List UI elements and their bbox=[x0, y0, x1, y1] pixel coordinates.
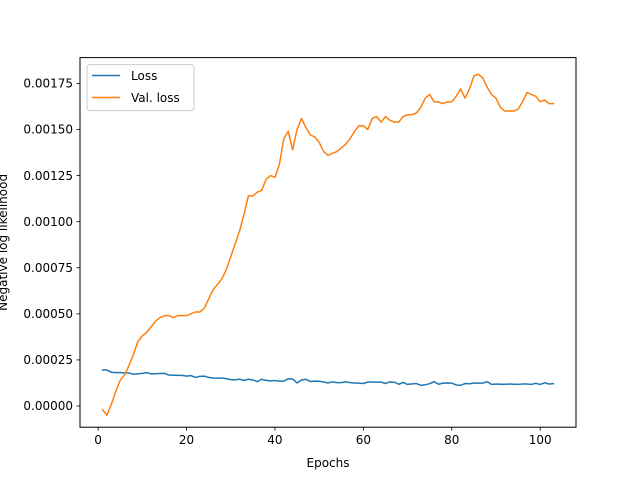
series-layer bbox=[101, 73, 555, 416]
series-line-val-loss bbox=[101, 73, 555, 416]
y-tick-label: 0.00125 bbox=[23, 169, 73, 183]
plot-area-background bbox=[80, 57, 576, 428]
x-tick-label: 100 bbox=[529, 433, 552, 447]
y-tick-label: 0.00000 bbox=[23, 399, 73, 413]
x-axis: 0 20 40 60 80 100 bbox=[94, 427, 552, 447]
legend-label: Val. loss bbox=[131, 91, 180, 105]
y-tick-label: 0.00150 bbox=[23, 123, 73, 137]
y-tick-label: 0.00100 bbox=[23, 215, 73, 229]
x-tick-label: 80 bbox=[444, 433, 459, 447]
x-tick-label: 40 bbox=[267, 433, 282, 447]
y-tick-label: 0.00050 bbox=[23, 307, 73, 321]
x-tick-label: 20 bbox=[179, 433, 194, 447]
legend-label: Loss bbox=[131, 69, 157, 83]
legend: Loss Val. loss bbox=[86, 64, 195, 112]
y-tick-label: 0.00075 bbox=[23, 261, 73, 275]
y-axis: 0.00000 0.00025 0.00050 0.00075 0.00100 0.001… bbox=[23, 77, 80, 413]
x-tick-label: 0 bbox=[94, 433, 102, 447]
plot-frame bbox=[79, 57, 577, 428]
series-line-loss bbox=[101, 369, 555, 387]
x-tick-label: 60 bbox=[356, 433, 371, 447]
x-axis-label: Epochs bbox=[307, 456, 350, 470]
y-tick-label: 0.00025 bbox=[23, 353, 73, 367]
y-tick-label: 0.00175 bbox=[23, 77, 73, 91]
y-axis-label: Negative log likelihood bbox=[0, 174, 10, 311]
